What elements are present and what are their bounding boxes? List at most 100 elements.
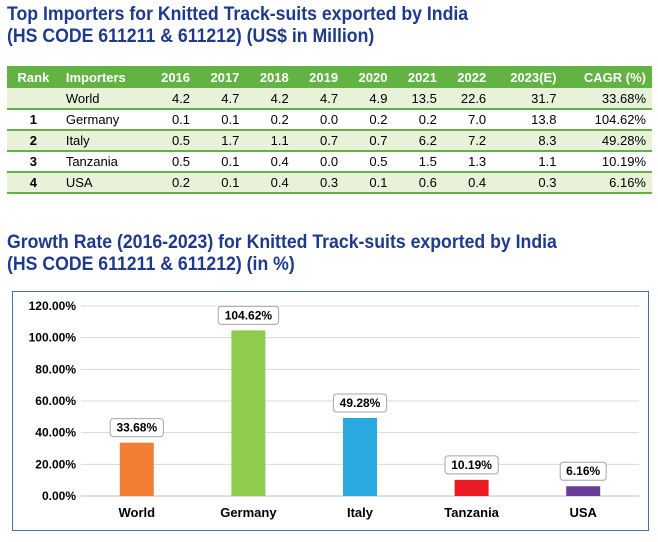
x-tick-label: USA xyxy=(569,505,597,520)
table-cell: 0.3 xyxy=(294,172,345,194)
table-cell: 4.2 xyxy=(245,88,295,110)
table-cell: 0.7 xyxy=(294,130,345,152)
table-cell: 2 xyxy=(7,130,60,152)
table-cell: 8.3 xyxy=(492,130,563,152)
table-body: World 4.2 4.7 4.2 4.7 4.9 13.5 22.6 31.7 33.68% 1 G… xyxy=(7,88,652,194)
y-tick-label: 120.00% xyxy=(29,299,77,313)
data-label-box xyxy=(444,455,499,475)
table-cell: 6.16% xyxy=(562,172,652,194)
table-cell: 1.3 xyxy=(442,151,493,173)
y-tick-label: 60.00% xyxy=(35,394,76,408)
table-cell: 0.0 xyxy=(294,109,345,131)
y-tick-label: 40.00% xyxy=(35,426,76,440)
data-label-box xyxy=(559,461,607,481)
table-header-cell: Importers xyxy=(59,66,147,88)
table-header-cell: 2020 xyxy=(344,66,394,88)
table-cell: 0.3 xyxy=(492,172,563,194)
table-cell: 0.2 xyxy=(344,109,394,131)
y-tick-label: 100.00% xyxy=(29,331,77,345)
y-tick-label: 20.00% xyxy=(35,457,76,471)
table-header-cell: 2018 xyxy=(245,66,295,88)
table-cell: 1.7 xyxy=(196,130,246,152)
table-header-row: Rank Importers 2016 2017 2018 2019 2020 2021 202… xyxy=(7,66,652,88)
table-cell: 4.2 xyxy=(146,88,197,110)
importers-table: Rank Importers 2016 2017 2018 2019 2020 2021 202… xyxy=(7,66,652,194)
table-cell: 6.2 xyxy=(393,130,443,152)
bar xyxy=(231,330,266,496)
table-cell: 0.2 xyxy=(393,109,443,131)
table-cell: 0.5 xyxy=(146,151,197,173)
chart-title-line1: Growth Rate (2016-2023) for Knitted Trac… xyxy=(7,232,557,253)
table-cell: 31.7 xyxy=(492,88,563,110)
table-row: 2 Italy 0.5 1.7 1.1 0.7 0.7 6.2 7.2 8.3 49.28% xyxy=(7,130,652,152)
table-cell: 22.6 xyxy=(442,88,493,110)
table-row: 1 Germany 0.1 0.1 0.2 0.0 0.2 0.2 7.0 13.8 104.62% xyxy=(7,109,652,131)
x-tick-label: Germany xyxy=(220,505,277,520)
table-cell: 7.2 xyxy=(442,130,493,152)
bar xyxy=(343,417,377,496)
table-header-cell: Rank xyxy=(7,66,60,88)
bar xyxy=(454,479,489,496)
table-cell: World xyxy=(59,88,147,110)
table-cell: 0.1 xyxy=(196,109,246,131)
table-cell: 0.4 xyxy=(442,172,493,194)
x-tick-label: Italy xyxy=(347,505,374,520)
table-cell: 1.1 xyxy=(245,130,295,152)
table-cell: 13.5 xyxy=(393,88,443,110)
table-cell: 1 xyxy=(7,109,60,131)
table-cell: 3 xyxy=(7,151,60,173)
table-cell: 0.7 xyxy=(344,130,394,152)
table-cell: 13.8 xyxy=(492,109,563,131)
data-label-box xyxy=(332,393,388,413)
data-label: 49.28% xyxy=(340,396,381,410)
table-cell: 0.0 xyxy=(294,151,345,173)
table-cell: USA xyxy=(59,172,147,194)
table-header-cell: 2022 xyxy=(442,66,493,88)
chart-title: Growth Rate (2016-2023) for Knitted Trac… xyxy=(7,232,557,276)
bar xyxy=(566,486,601,496)
table-cell: 10.19% xyxy=(562,151,652,173)
table-cell: 0.1 xyxy=(146,109,197,131)
y-tick-label: 80.00% xyxy=(35,362,76,376)
table-cell: 0.1 xyxy=(344,172,394,194)
table-cell: 33.68% xyxy=(562,88,652,110)
data-label-box xyxy=(217,305,280,325)
table-header-cell: 2017 xyxy=(196,66,246,88)
table-header-cell: 2016 xyxy=(146,66,197,88)
data-label: 6.16% xyxy=(566,464,600,478)
data-label-box xyxy=(109,418,164,438)
table-cell: 4.7 xyxy=(294,88,345,110)
table-row: 4 USA 0.2 0.1 0.4 0.3 0.1 0.6 0.4 0.3 6.16% xyxy=(7,172,652,194)
table-cell: 0.5 xyxy=(344,151,394,173)
table-cell: 104.62% xyxy=(562,109,652,131)
x-tick-label: World xyxy=(119,505,156,520)
table-cell xyxy=(7,88,60,110)
table-cell: Italy xyxy=(59,130,147,152)
table-title: Top Importers for Knitted Track-suits ex… xyxy=(7,4,468,48)
data-label: 33.68% xyxy=(116,421,157,435)
table-cell: 0.6 xyxy=(393,172,443,194)
y-tick-label: 0.00% xyxy=(42,489,76,503)
bar-chart-svg: 0.00% 20.00% 40.00% 60.00% 80.00% 100.00% 120.… xyxy=(29,299,639,520)
table-cell: 4 xyxy=(7,172,60,194)
table-row: 3 Tanzania 0.5 0.1 0.4 0.0 0.5 1.5 1.3 1.1 10.19% xyxy=(7,151,652,173)
table-cell: 4.9 xyxy=(344,88,394,110)
table-cell: 0.5 xyxy=(146,130,197,152)
table-header-cell: 2023(E) xyxy=(492,66,563,88)
x-tick-label: Tanzania xyxy=(444,505,499,520)
table-cell: 0.1 xyxy=(196,151,246,173)
table-row: World 4.2 4.7 4.2 4.7 4.9 13.5 22.6 31.7 33.68% xyxy=(7,88,652,110)
table-cell: 0.4 xyxy=(245,172,295,194)
growth-rate-chart: 0.00% 20.00% 40.00% 60.00% 80.00% 100.00% 120.… xyxy=(12,291,649,531)
table-cell: Germany xyxy=(59,109,147,131)
table-cell: 1.1 xyxy=(492,151,563,173)
data-label: 10.19% xyxy=(451,458,492,472)
table-cell: 49.28% xyxy=(562,130,652,152)
table-header-cell: 2021 xyxy=(393,66,443,88)
table-cell: 0.4 xyxy=(245,151,295,173)
table-cell: 0.1 xyxy=(196,172,246,194)
table-cell: 4.7 xyxy=(196,88,246,110)
table-header-cell: 2019 xyxy=(294,66,345,88)
table-cell: 0.2 xyxy=(146,172,197,194)
chart-title-line2: (HS CODE 611211 & 611212) (in %) xyxy=(7,254,295,275)
